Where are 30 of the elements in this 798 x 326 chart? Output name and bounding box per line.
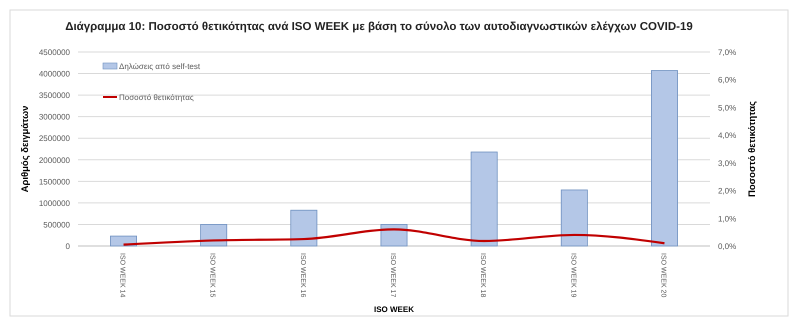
y-tick-label: 3000000	[38, 112, 71, 122]
bar	[470, 152, 498, 246]
y-tick-label: 4000000	[38, 70, 71, 79]
y2-tick-label: 7,0%	[718, 48, 736, 57]
y-tick-label: 500000	[43, 220, 71, 230]
y-tick-label: 2500000	[38, 134, 71, 144]
bar	[560, 190, 588, 246]
bar	[290, 210, 318, 246]
bar	[651, 70, 678, 246]
y-tick-label: 4500000	[38, 48, 71, 57]
y-axis-title: Αριθμός δειγμάτων	[20, 106, 31, 192]
y2-tick-label: 6,0%	[718, 76, 736, 85]
y2-tick-label: 3,0%	[718, 158, 736, 168]
legend-label: Δηλώσεις από self-test	[119, 62, 201, 71]
legend-label: Ποσοστό θετικότητας	[119, 93, 194, 102]
y-tick-label: 3500000	[38, 91, 71, 100]
y2-tick-label: 0,0%	[718, 242, 736, 251]
y2-tick-label: 4,0%	[718, 131, 736, 140]
y2-tick-label: 5,0%	[718, 103, 736, 112]
y2-tick-label: 2,0%	[718, 186, 736, 196]
y2-tick-label: 1,0%	[718, 214, 736, 224]
chart-title: Διάγραμμα 10: Ποσοστό θετικότητας ανά ISO WEEK με βάση το σύνολο των αυτοδιαγνωστικών ελέγχων COVID-19	[65, 21, 693, 33]
line-series	[122, 228, 666, 246]
x-axis-title: ISO WEEK	[374, 305, 414, 314]
y-tick-label: 0	[66, 242, 71, 251]
y-tick-label: 1000000	[38, 198, 71, 208]
y-tick-label: 1500000	[38, 177, 71, 186]
bar	[380, 224, 408, 246]
y-tick-label: 2000000	[38, 156, 71, 165]
y2-axis-title: Ποσοστό θετικότητας	[747, 100, 758, 197]
